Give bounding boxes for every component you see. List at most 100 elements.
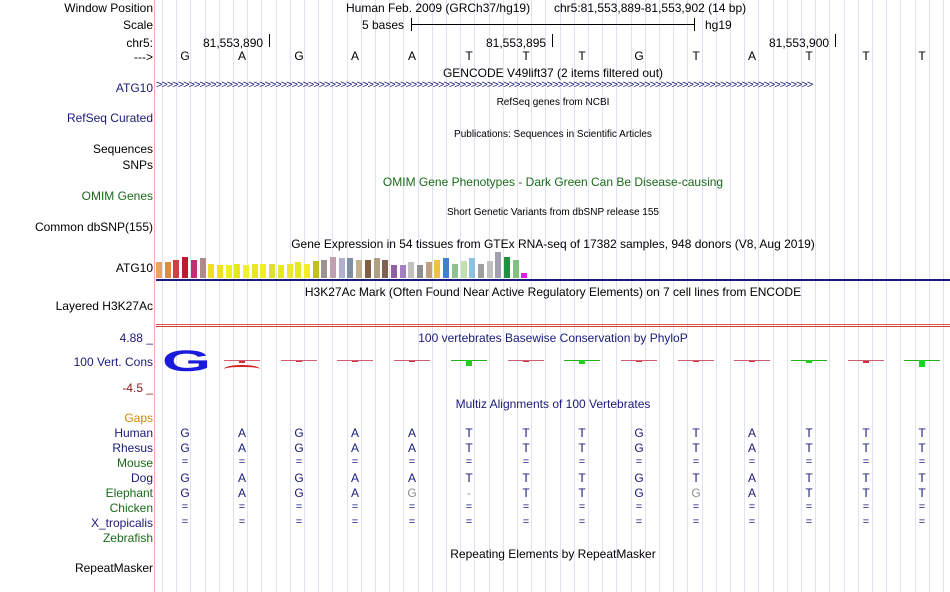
dbsnp-track-label[interactable]: Common dbSNP(155) — [34, 220, 153, 234]
gtex-tissue-bar[interactable] — [460, 261, 467, 278]
gtex-tissue-bar[interactable] — [208, 264, 215, 278]
species-label[interactable]: Zebrafish — [102, 531, 153, 545]
phylop-score-bar[interactable] — [749, 361, 755, 362]
gtex-tissue-bar[interactable] — [182, 257, 189, 278]
gtex-tissue-bar[interactable] — [373, 258, 380, 278]
publications-track-title[interactable]: Publications: Sequences in Scientific Ar… — [454, 129, 652, 140]
omim-track-label[interactable]: OMIM Genes — [81, 189, 153, 203]
omim-track-title[interactable]: OMIM Gene Phenotypes - Dark Green Can Be… — [382, 175, 724, 189]
gtex-tissue-bar[interactable] — [390, 265, 397, 278]
gtex-tissue-bar[interactable] — [451, 264, 458, 278]
sequence-base: A — [237, 49, 246, 63]
repeatmasker-track-label[interactable]: RepeatMasker — [74, 561, 153, 575]
phylop-score-bar[interactable] — [636, 361, 642, 362]
gtex-tissue-bar[interactable] — [399, 265, 406, 278]
grid-line — [687, 0, 688, 592]
gtex-tissue-bar[interactable] — [243, 265, 249, 278]
phylop-score-bar[interactable] — [239, 361, 245, 363]
gtex-tissue-bar[interactable] — [347, 258, 354, 278]
gtex-tissue-bar[interactable] — [512, 260, 519, 278]
alignment-base: A — [747, 441, 756, 455]
gtex-tissue-bar[interactable] — [443, 258, 450, 278]
species-label[interactable]: Chicken — [109, 501, 153, 515]
h3k27ac-track-title[interactable]: H3K27Ac Mark (Often Found Near Active Re… — [304, 285, 802, 299]
gtex-tissue-bar[interactable] — [330, 257, 336, 278]
gtex-tissue-bar[interactable] — [486, 261, 493, 278]
gtex-track-label[interactable]: ATG10 — [115, 261, 153, 275]
grid-line — [276, 0, 277, 592]
atg10-gene-arrows[interactable]: >>>>>>>>>>>>>>>>>>>>>>>>>>>>>>>>>>>>>>>>… — [156, 79, 813, 91]
phylop-track-title[interactable]: 100 vertebrates Basewise Conservation by… — [418, 331, 688, 345]
phylop-track-label[interactable]: 100 Vert. Cons — [73, 355, 153, 369]
phylop-score-bar[interactable] — [863, 361, 869, 363]
gtex-track-title[interactable]: Gene Expression in 54 tissues from GTEx … — [291, 237, 815, 251]
gencode-track-label[interactable]: ATG10 — [115, 81, 153, 95]
gtex-tissue-bar[interactable] — [277, 265, 284, 278]
gtex-tissue-bar[interactable] — [269, 264, 276, 278]
gtex-tissue-bar[interactable] — [495, 252, 502, 278]
gtex-tissue-bar[interactable] — [156, 262, 162, 278]
gtex-tissue-bar[interactable] — [521, 273, 528, 278]
species-label[interactable]: Elephant — [105, 486, 153, 500]
publications-label-sequences[interactable]: Sequences — [92, 142, 153, 156]
multiz-track-title[interactable]: Multiz Alignments of 100 Vertebrates — [455, 397, 651, 411]
species-label[interactable]: Human — [114, 426, 153, 440]
phylop-score-bar[interactable] — [352, 361, 358, 362]
h3k27ac-track-label[interactable]: Layered H3K27Ac — [55, 299, 153, 313]
species-label[interactable]: X_tropicalis — [90, 516, 153, 530]
phylop-score-bar[interactable] — [409, 361, 415, 362]
gtex-tissue-bar[interactable] — [190, 260, 197, 278]
repeatmasker-track-title[interactable]: Repeating Elements by RepeatMasker — [450, 547, 656, 561]
gtex-tissue-bar[interactable] — [338, 258, 345, 278]
publications-label-snps[interactable]: SNPs — [122, 158, 153, 172]
gtex-tissue-bar[interactable] — [469, 258, 476, 278]
gtex-tissue-bar[interactable] — [260, 264, 267, 278]
phylop-score-bar[interactable] — [579, 360, 585, 364]
species-label[interactable]: Mouse — [116, 456, 153, 470]
alignment-base: = — [295, 501, 303, 513]
refseq-track-label[interactable]: RefSeq Curated — [66, 111, 153, 125]
gtex-tissue-bar[interactable] — [295, 262, 302, 278]
alignment-base: = — [351, 501, 359, 513]
phylop-score-bar[interactable] — [296, 361, 302, 362]
gtex-tissue-bar[interactable] — [321, 260, 328, 278]
species-label[interactable]: Rhesus — [112, 441, 153, 455]
gtex-tissue-bar[interactable] — [251, 264, 258, 278]
gtex-tissue-bar[interactable] — [356, 260, 363, 278]
gtex-tissue-bar[interactable] — [312, 261, 319, 278]
dbsnp-track-title[interactable]: Short Genetic Variants from dbSNP releas… — [447, 207, 659, 218]
phylop-score-bar[interactable] — [806, 360, 812, 363]
refseq-track-title[interactable]: RefSeq genes from NCBI — [496, 97, 610, 108]
multiz-gaps-label[interactable]: Gaps — [124, 411, 153, 425]
gtex-tissue-bar[interactable] — [504, 257, 510, 278]
gtex-tissue-bar[interactable] — [225, 265, 232, 278]
phylop-score-bar[interactable] — [693, 361, 699, 362]
gtex-tissue-bar[interactable] — [408, 262, 415, 278]
grid-line — [347, 0, 348, 592]
gencode-track-title[interactable]: GENCODE V49lift37 (2 items filtered out) — [442, 66, 664, 80]
grid-line — [403, 0, 404, 592]
sequence-base: G — [294, 49, 304, 63]
gtex-tissue-bar[interactable] — [477, 264, 484, 278]
alignment-base: = — [522, 456, 530, 468]
gtex-tissue-bar[interactable] — [382, 260, 389, 278]
gtex-tissue-bar[interactable] — [286, 264, 293, 278]
phylop-score-bar[interactable] — [523, 361, 529, 362]
gtex-tissue-bar[interactable] — [303, 264, 310, 278]
alignment-base: G — [294, 426, 304, 440]
gtex-tissue-bar[interactable] — [364, 260, 371, 278]
gtex-tissue-bar[interactable] — [417, 265, 423, 278]
gtex-tissue-bar[interactable] — [164, 262, 171, 278]
gtex-tissue-bar[interactable] — [434, 260, 441, 278]
gtex-tissue-bar[interactable] — [425, 262, 432, 278]
phylop-score-bar[interactable] — [919, 360, 925, 367]
gtex-tissue-bar[interactable] — [234, 264, 241, 278]
window-position-value[interactable]: chr5:81,553,889-81,553,902 (14 bp) — [554, 1, 747, 15]
alignment-base: = — [238, 501, 246, 513]
phylop-score-bar[interactable] — [466, 360, 472, 366]
gtex-tissue-bar[interactable] — [216, 265, 223, 278]
gtex-tissue-bar[interactable] — [173, 260, 180, 278]
species-label[interactable]: Dog — [130, 471, 153, 485]
grid-line — [219, 0, 220, 592]
gtex-tissue-bar[interactable] — [199, 258, 206, 278]
